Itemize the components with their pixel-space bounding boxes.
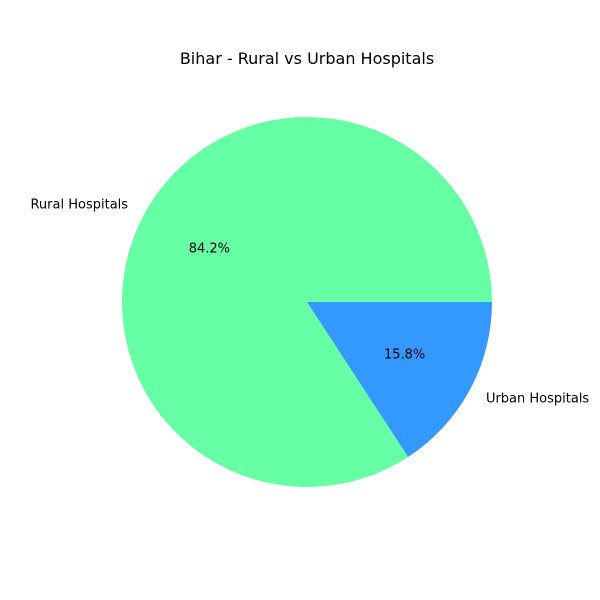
chart-title: Bihar - Rural vs Urban Hospitals (180, 49, 434, 68)
slice-percent-rural-hospitals: 84.2% (189, 242, 230, 257)
pie-labels: Rural Hospitals 84.2% Urban Hospitals 15.8% (30, 198, 589, 407)
pie-slices (122, 116, 493, 488)
slice-label-rural-hospitals: Rural Hospitals (30, 198, 128, 213)
slice-label-urban-hospitals: Urban Hospitals (486, 391, 589, 406)
pie-slice-urban-hospitals (307, 302, 492, 457)
slice-percent-urban-hospitals: 15.8% (384, 347, 425, 362)
